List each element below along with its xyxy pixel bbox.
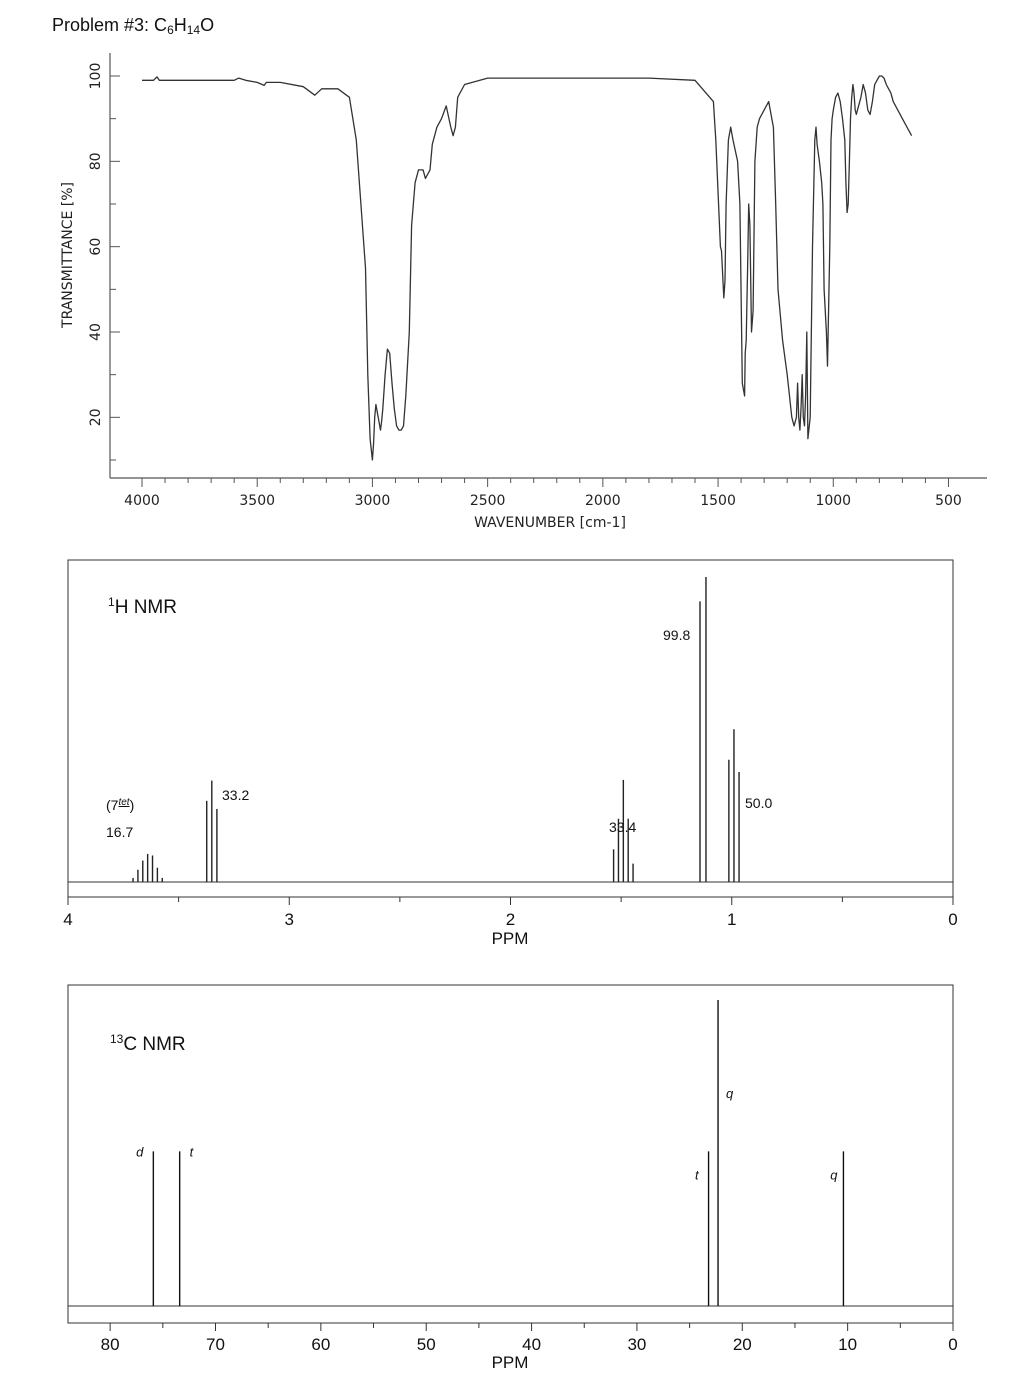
title-hydrogen-label: H (173, 15, 187, 35)
page-title: Problem #3: C6H14O (52, 15, 214, 37)
c-nmr-title-text: C NMR (123, 1034, 185, 1055)
ir-y-tick-label: 60 (88, 238, 104, 256)
c-nmr-title: 13C NMR (110, 1032, 186, 1055)
h-nmr-title-superscript: 1 (108, 595, 115, 609)
c-nmr-title-superscript: 13 (110, 1032, 124, 1046)
h-nmr-peak-label: 33.4 (609, 819, 636, 835)
ir-transmittance-line (142, 75, 913, 461)
ir-y-tick-label: 20 (88, 408, 104, 426)
ir-x-tick-label: 500 (935, 493, 962, 509)
h-nmr-x-tick-label: 1 (727, 910, 736, 929)
c-nmr-spectrum-chart: 80 70 60 50 40 30 20 10 0 PPM 13C NMR d t t q q (67, 984, 958, 1372)
ir-x-tick-label: 3500 (239, 493, 275, 509)
c-nmr-x-tick-label: 50 (417, 1335, 436, 1354)
h-nmr-x-tick-label: 3 (285, 910, 294, 929)
c-nmr-x-tick-label: 70 (206, 1335, 225, 1354)
c-nmr-multiplicity-label: q (726, 1086, 734, 1101)
h-nmr-x-axis-label: PPM (492, 929, 529, 948)
c-nmr-x-tick-label: 60 (311, 1335, 330, 1354)
c-nmr-x-tick-label: 10 (838, 1335, 857, 1354)
h-nmr-x-tick-label: 0 (948, 910, 957, 929)
ir-x-axis-label: WAVENUMBER [cm-1] (474, 515, 626, 531)
h-nmr-peak-label: 50.0 (745, 795, 772, 811)
c-nmr-multiplicity-label: t (190, 1144, 195, 1159)
ir-spectrum-chart: 20 40 60 80 100 4000 3500 3000 2500 2000 1500 1000 5… (60, 53, 987, 531)
ir-y-tick-label: 80 (88, 152, 104, 170)
c-nmr-multiplicity-label: t (695, 1167, 700, 1182)
ir-y-axis-label: TRANSMITTANCE [%] (60, 182, 76, 329)
title-oxygen-label: O (200, 15, 215, 35)
h-nmr-title: 1H NMR (108, 595, 177, 618)
note-prefix: (7 (106, 797, 119, 813)
ir-x-tick-label: 4000 (124, 493, 160, 509)
h-nmr-peak-label: 99.8 (663, 627, 690, 643)
h-nmr-peak-label: 33.2 (222, 787, 249, 803)
ir-y-tick-label: 100 (88, 63, 104, 90)
c-nmr-frame (67, 984, 954, 1324)
h-nmr-x-tick-label: 4 (63, 910, 72, 929)
note-superscript: tet (118, 797, 130, 808)
h-nmr-frame (67, 559, 954, 898)
h-nmr-title-text: H NMR (115, 597, 177, 618)
c-nmr-multiplicity-label: d (136, 1144, 144, 1159)
title-prefix: Problem #3: C (52, 15, 168, 35)
c-nmr-x-tick-label: 80 (101, 1335, 120, 1354)
note-suffix: ) (130, 797, 135, 813)
c-nmr-x-tick-label: 40 (522, 1335, 541, 1354)
c-nmr-x-tick-label: 30 (627, 1335, 646, 1354)
h-nmr-x-tick-label: 2 (506, 910, 515, 929)
h-nmr-multiplicity-note: (7tet) (106, 797, 134, 813)
ir-x-tick-label: 1500 (700, 493, 736, 509)
h-nmr-peak-label: 16.7 (106, 824, 133, 840)
c-nmr-x-axis-label: PPM (492, 1353, 529, 1372)
c-nmr-multiplicity-label: q (830, 1167, 838, 1182)
ir-x-tick-label: 2500 (470, 493, 506, 509)
ir-x-tick-label: 1000 (815, 493, 851, 509)
c-nmr-x-tick-label: 20 (733, 1335, 752, 1354)
title-carbon-count: 6 (167, 23, 174, 37)
ir-y-tick-label: 40 (88, 323, 104, 341)
ir-x-tick-label: 2000 (585, 493, 621, 509)
c-nmr-x-tick-label: 0 (948, 1335, 957, 1354)
ir-x-tick-label: 3000 (355, 493, 391, 509)
title-hydrogen-count: 14 (186, 23, 201, 37)
